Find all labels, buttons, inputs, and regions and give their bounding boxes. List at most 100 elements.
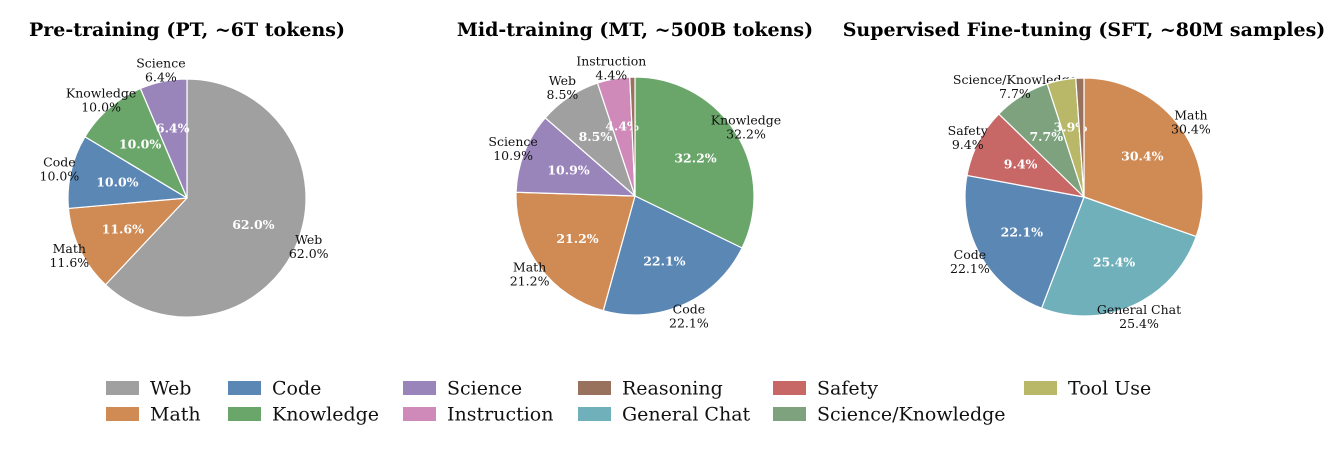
legend-label: Code [272, 378, 321, 400]
slice-percent-label: 22.1% [1001, 225, 1043, 240]
slice-value-label: 6.4% [145, 70, 177, 85]
legend-label: Tool Use [1068, 378, 1151, 400]
legend-item-code: Code [228, 378, 321, 400]
slice-percent-label: 32.2% [674, 151, 716, 166]
pie-slice-math [1083, 77, 1204, 238]
slice-category-label: Code [43, 155, 76, 170]
slice-outer-label: Code 22.1% [669, 301, 709, 330]
slice-percent-label: 10.0% [119, 137, 161, 152]
slice-percent-label: 4.4% [605, 118, 639, 133]
slice-value-label: 22.1% [669, 315, 709, 330]
slice-category-label: Web [549, 73, 576, 88]
slice-percent-label: 25.4% [1093, 254, 1135, 269]
slice-value-label: 10.9% [493, 148, 533, 163]
pie-slice-code [602, 195, 743, 316]
pie-slice-knowledge [84, 87, 188, 199]
slice-outer-label: Web 62.0% [289, 232, 329, 261]
slice-percent-label: 9.4% [1004, 157, 1038, 172]
legend-swatch [403, 381, 436, 395]
legend-item-instruction: Instruction [403, 404, 553, 426]
legend-item-math: Math [106, 404, 201, 426]
pie-slice-reasoning [629, 76, 636, 197]
slice-value-label: 7.7% [999, 86, 1031, 101]
legend-item-science: Science [403, 378, 522, 400]
slice-category-label: Math [1174, 107, 1207, 122]
slice-outer-label: Knowledge 10.0% [66, 85, 136, 114]
legend-item-knowledge: Knowledge [228, 404, 379, 426]
slice-category-label: Safety [948, 123, 989, 138]
pie-slice-science [515, 117, 636, 197]
legend-item-general-chat: General Chat [578, 404, 751, 426]
slice-value-label: 8.5% [547, 87, 579, 102]
slice-outer-label: Code 10.0% [40, 155, 80, 184]
slice-value-label: 22.1% [950, 261, 990, 276]
slice-percent-label: 10.9% [547, 162, 589, 177]
slice-value-label: 10.0% [81, 99, 121, 114]
legend-swatch [773, 381, 806, 395]
pie-chart-3: Supervised Fine-tuning (SFT, ~80M sample… [843, 19, 1326, 331]
slice-percent-label: 62.0% [232, 217, 274, 232]
legend-swatch [773, 407, 806, 421]
pie-slice-math [67, 197, 188, 286]
legend-swatch [106, 407, 139, 421]
legend-swatch [578, 407, 611, 421]
slice-category-label: Science [488, 134, 537, 149]
slice-category-label: Knowledge [711, 113, 781, 128]
slice-percent-label: 21.2% [556, 231, 598, 246]
slice-value-label: 4.4% [595, 67, 627, 82]
slice-percent-label: 30.4% [1121, 148, 1163, 163]
slice-category-label: Code [954, 247, 987, 262]
slice-value-label: 21.2% [510, 274, 550, 289]
legend-swatch [403, 407, 436, 421]
slice-percent-label: 7.7% [1029, 129, 1063, 144]
legend-item-web: Web [106, 378, 191, 400]
legend-label: Reasoning [622, 378, 723, 400]
slice-category-label: Knowledge [66, 85, 136, 100]
pie-slice-code [67, 136, 188, 210]
legend-label: Web [150, 378, 191, 400]
slice-value-label: 25.4% [1119, 316, 1159, 331]
slice-percent-label: 11.6% [102, 222, 144, 237]
slice-category-label: Instruction [576, 53, 646, 68]
slice-value-label: 30.4% [1171, 121, 1211, 136]
slice-outer-label: Web 8.5% [547, 73, 579, 102]
slice-value-label: 11.6% [49, 255, 89, 270]
legend-label: Math [150, 404, 201, 426]
slice-category-label: Science [136, 56, 185, 71]
pie-slice-knowledge [634, 76, 755, 249]
slice-category-label: Code [673, 301, 706, 316]
pie-slice-science [139, 78, 188, 199]
slice-outer-label: Science/Knowledge 7.7% [953, 72, 1077, 101]
legend-item-tool-use: Tool Use [1024, 378, 1151, 400]
slice-percent-label: 22.1% [643, 254, 685, 269]
pie-chart-1: Pre-training (PT, ~6T tokens)62.0%Web 62.… [29, 19, 345, 318]
slice-category-label: General Chat [1097, 302, 1181, 317]
chart-title: Mid-training (MT, ~500B tokens) [457, 19, 813, 41]
legend-label: Science [447, 378, 522, 400]
slice-category-label: Math [513, 260, 546, 275]
legend-label: Science/Knowledge [817, 404, 1006, 426]
slice-outer-label: Knowledge 32.2% [711, 113, 781, 142]
legend-item-science-knowledge: Science/Knowledge [773, 404, 1006, 426]
slice-value-label: 10.0% [40, 169, 80, 184]
legend-label: Knowledge [272, 404, 379, 426]
slice-value-label: 62.0% [289, 246, 329, 261]
pie-slice-code [964, 174, 1085, 309]
legend-item-safety: Safety [773, 378, 878, 400]
legend-label: Instruction [447, 404, 553, 426]
slice-outer-label: Science 10.9% [488, 134, 537, 163]
slice-outer-label: Code 22.1% [950, 247, 990, 276]
pie-slice-general-chat [1040, 196, 1197, 317]
slice-outer-label: Science 6.4% [136, 56, 185, 85]
pie-slice-reasoning [1075, 77, 1085, 198]
pie-charts: Pre-training (PT, ~6T tokens)62.0%Web 62.… [29, 19, 1325, 331]
slice-category-label: Web [295, 232, 322, 247]
slice-outer-label: Math 30.4% [1171, 107, 1211, 136]
pie-slice-web [104, 78, 307, 318]
chart-title: Supervised Fine-tuning (SFT, ~80M sample… [843, 19, 1326, 41]
slice-percent-label: 6.4% [156, 121, 190, 136]
slice-percent-label: 10.0% [96, 175, 138, 190]
pie-slice-math [515, 191, 636, 312]
legend-label: Safety [817, 378, 878, 400]
legend-swatch [578, 381, 611, 395]
